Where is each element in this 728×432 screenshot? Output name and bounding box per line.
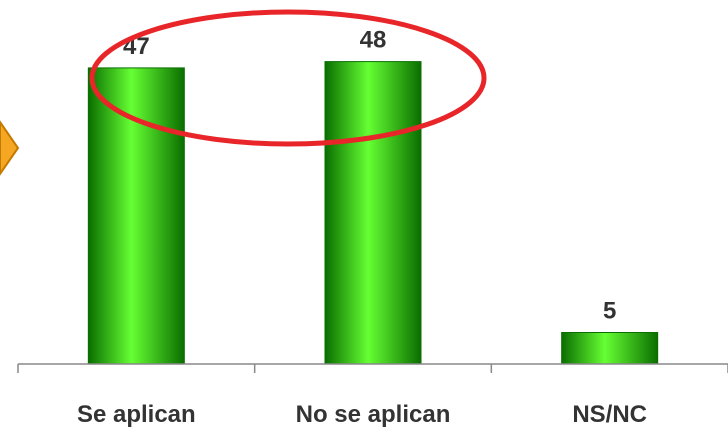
highlight-ellipse: [89, 9, 487, 147]
bar-2: [324, 61, 422, 365]
category-label-2: No se aplican: [296, 401, 451, 428]
data-label-2: 48: [360, 27, 387, 54]
data-label-3: 5: [603, 298, 616, 325]
category-label-1: Se aplican: [77, 401, 196, 428]
bars-layer: [87, 61, 659, 365]
category-label-3: NS/NC: [572, 401, 647, 428]
x-axis: [17, 363, 728, 373]
bar-3: [561, 332, 659, 365]
orange-diamond-marker-icon: [0, 120, 20, 176]
bar-1: [87, 67, 185, 365]
